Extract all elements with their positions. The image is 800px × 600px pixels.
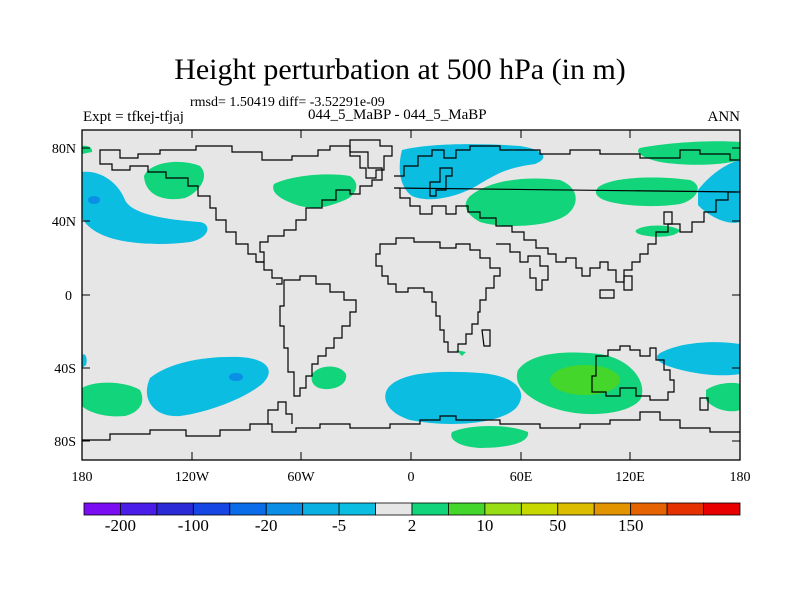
experiment-label: Expt = tfkej-tfjaj: [83, 109, 184, 125]
negative-anomaly-region: [82, 354, 87, 368]
positive-anomaly-region: [635, 225, 680, 237]
negative-anomaly-region: [82, 171, 208, 244]
negative-anomaly-core: [88, 196, 100, 204]
africa-outline: [375, 237, 501, 353]
colorbar-swatch: [265, 502, 304, 516]
colorbar-label: -5: [332, 516, 347, 535]
colorbar-label: -200: [104, 516, 136, 535]
colorbar-swatch: [302, 502, 340, 516]
north-america-outline: [99, 145, 383, 263]
colorbar-swatch: [338, 502, 376, 516]
positive-anomaly-core: [550, 365, 620, 395]
season-label: ANN: [707, 109, 741, 125]
lat-label-40s: 40S: [54, 362, 76, 377]
antarctica-peninsula-outline: [267, 401, 293, 424]
arabia-india-outline: [496, 243, 549, 291]
comparison-label: 044_5_MaBP - 044_5_MaBP: [308, 107, 487, 123]
colorbar-label: -100: [177, 516, 209, 535]
south-america-outline: [279, 275, 357, 397]
negative-anomaly-core: [229, 373, 243, 381]
lat-label-40n: 40N: [52, 215, 76, 230]
southeast-asia-islands-outline: [599, 275, 633, 299]
lon-label-180e: 180: [730, 470, 751, 485]
colorbar-label: 50: [549, 516, 567, 535]
colorbar-swatch: [520, 502, 559, 516]
colorbar-swatch: [630, 502, 668, 516]
anomaly-field: [82, 139, 740, 448]
colorbar-label: -20: [254, 516, 278, 535]
lon-label-120w: 120W: [175, 470, 210, 485]
plot-title: Height perturbation at 500 hPa (in m): [174, 53, 626, 86]
positive-anomaly-region: [465, 178, 576, 226]
lat-label-80n: 80N: [52, 142, 76, 157]
rmsd-diff-stats: rmsd= 1.50419 diff= -3.52291e-09: [190, 95, 385, 110]
new-zealand-outline: [699, 397, 709, 411]
lat-label-0: 0: [65, 289, 72, 304]
colorbar-swatch: [83, 502, 121, 516]
positive-anomaly-region: [144, 161, 205, 200]
negative-anomaly-region: [399, 144, 544, 200]
colorbar-swatch: [703, 502, 741, 516]
colorbar-swatch: [375, 502, 413, 516]
positive-anomaly-region: [706, 382, 740, 412]
lon-label-0: 0: [408, 470, 415, 485]
colorbar-swatch: [411, 502, 449, 516]
central-america-outline: [256, 261, 283, 285]
colorbar-swatch: [484, 502, 522, 516]
negative-anomaly-region: [656, 342, 740, 376]
continent-outlines: [82, 139, 740, 441]
lon-label-180w: 180: [72, 470, 93, 485]
positive-anomaly-region: [451, 426, 529, 448]
lat-label-80s: 80S: [54, 435, 76, 450]
madagascar-outline: [481, 329, 491, 347]
greenland-outline: [349, 139, 393, 179]
positive-anomaly-region: [311, 366, 347, 390]
australia-outline: [591, 345, 675, 401]
lon-label-120e: 120E: [615, 470, 645, 485]
positive-anomaly-region: [638, 141, 740, 165]
colorbar-swatch: [448, 502, 486, 516]
colorbar-swatch: [229, 502, 267, 516]
colorbar-label: 150: [617, 516, 644, 535]
negative-anomaly-region: [146, 356, 269, 417]
scandinavia-outline: [429, 167, 453, 197]
colorbar-swatch: [120, 502, 158, 516]
colorbar: [83, 502, 741, 516]
colorbar-swatch: [666, 502, 704, 516]
colorbar-label: 2: [407, 516, 417, 535]
latitude-ticks: [82, 147, 740, 442]
colorbar-label: 10: [476, 516, 494, 535]
positive-anomaly-region: [82, 382, 143, 417]
antarctica-outline: [82, 411, 740, 441]
lon-label-60w: 60W: [287, 470, 315, 485]
colorbar-swatch: [557, 502, 595, 516]
negative-anomaly-region: [385, 371, 522, 424]
positive-anomaly-region: [595, 177, 698, 207]
colorbar-swatch: [593, 502, 632, 516]
colorbar-swatch: [156, 502, 194, 516]
lon-label-60e: 60E: [510, 470, 533, 485]
japan-outline: [663, 211, 673, 225]
longitude-ticks: [81, 130, 741, 460]
colorbar-swatch: [192, 502, 231, 516]
